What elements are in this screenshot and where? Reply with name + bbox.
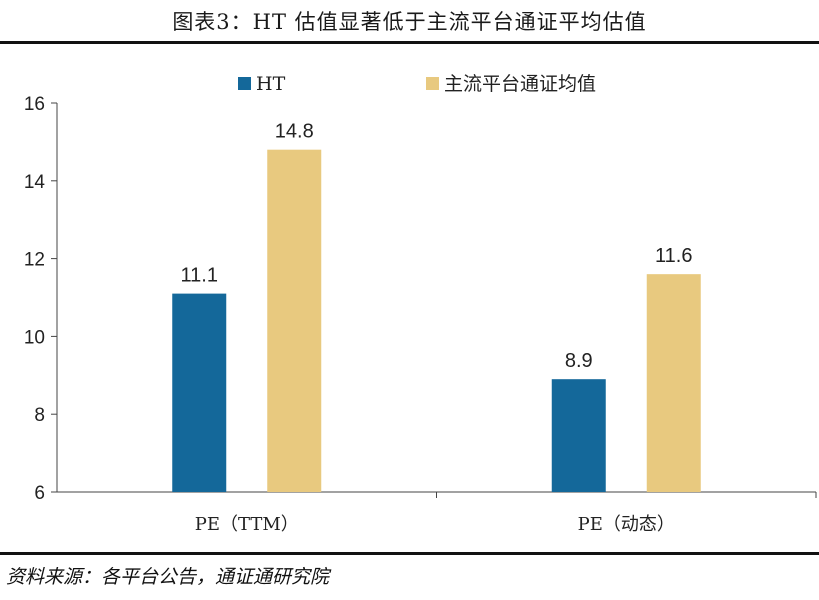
y-tick-label: 16 [24,94,45,115]
x-axis: PE（TTM） PE（动态） [57,491,817,535]
x-category-label: PE（动态） [578,514,675,535]
legend-swatch [238,77,251,90]
legend-swatch [426,77,439,90]
y-tick-label: 14 [24,172,46,193]
legend: HT 主流平台通证均值 [238,73,596,95]
y-tick-label: 8 [34,405,45,426]
y-tick-label: 6 [34,483,45,504]
bottom-rule [0,552,819,555]
data-labels: 11.1 14.8 8.9 11.6 [181,121,693,373]
bar-data-label: 11.1 [181,265,218,287]
bar-data-label: 8.9 [565,350,593,372]
chart-title: 图表3：HT 估值显著低于主流平台通证平均估值 [172,10,647,34]
legend-label: HT [256,73,286,95]
y-tick-label: 12 [24,250,45,271]
bar-data-label: 14.8 [275,121,314,143]
x-category-label: PE（TTM） [195,514,299,535]
bar [551,379,606,492]
bars [172,149,701,492]
bar-data-label: 11.6 [655,245,692,267]
bar [646,274,701,492]
bar [267,149,322,492]
y-axis: 6 8 10 12 14 16 [24,94,58,504]
source-note: 资料来源：各平台公告，通证通研究院 [6,566,330,588]
legend-label: 主流平台通证均值 [444,73,596,95]
y-tick-label: 10 [24,327,45,348]
bar [172,293,227,492]
top-rule [0,41,819,44]
